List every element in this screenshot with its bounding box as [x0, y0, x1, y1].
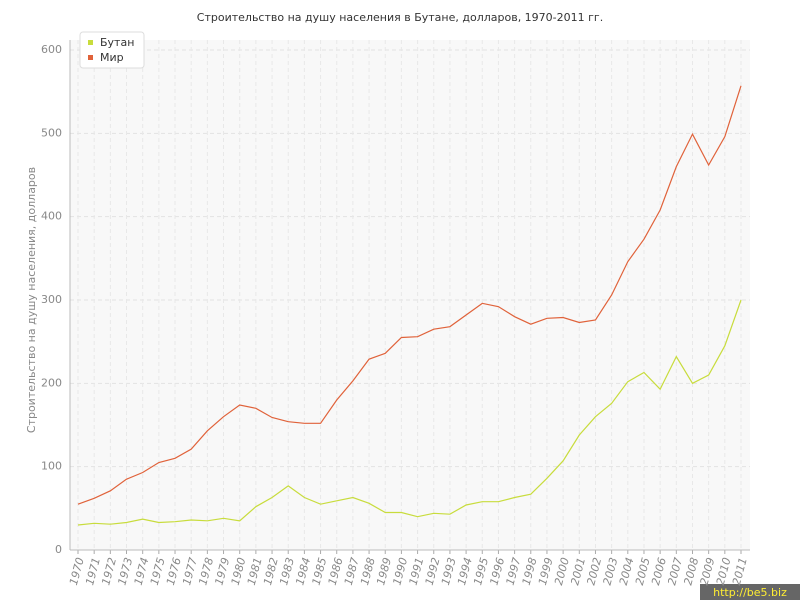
legend-box: [79, 31, 145, 69]
y-tick-label: 300: [41, 293, 62, 306]
y-tick-label: 200: [41, 376, 62, 389]
watermark-bg: [700, 584, 800, 600]
legend-swatch: [88, 55, 93, 60]
y-axis-label: Строительство на душу населения, долларо…: [25, 167, 38, 433]
series-line: [77, 299, 742, 526]
y-tick-label: 500: [41, 126, 62, 139]
y-tick-label: 0: [55, 543, 62, 556]
y-tick-label: 400: [41, 210, 62, 223]
series-line: [77, 85, 742, 505]
plot-area: [70, 40, 750, 550]
legend-label: Бутан: [100, 36, 134, 49]
watermark: http://be5.biz: [713, 586, 787, 599]
y-tick-label: 600: [41, 43, 62, 56]
legend-label: Мир: [100, 51, 124, 64]
chart-title: Строительство на душу населения в Бутане…: [197, 11, 603, 24]
y-tick-label: 100: [41, 460, 62, 473]
legend-swatch: [88, 40, 93, 45]
